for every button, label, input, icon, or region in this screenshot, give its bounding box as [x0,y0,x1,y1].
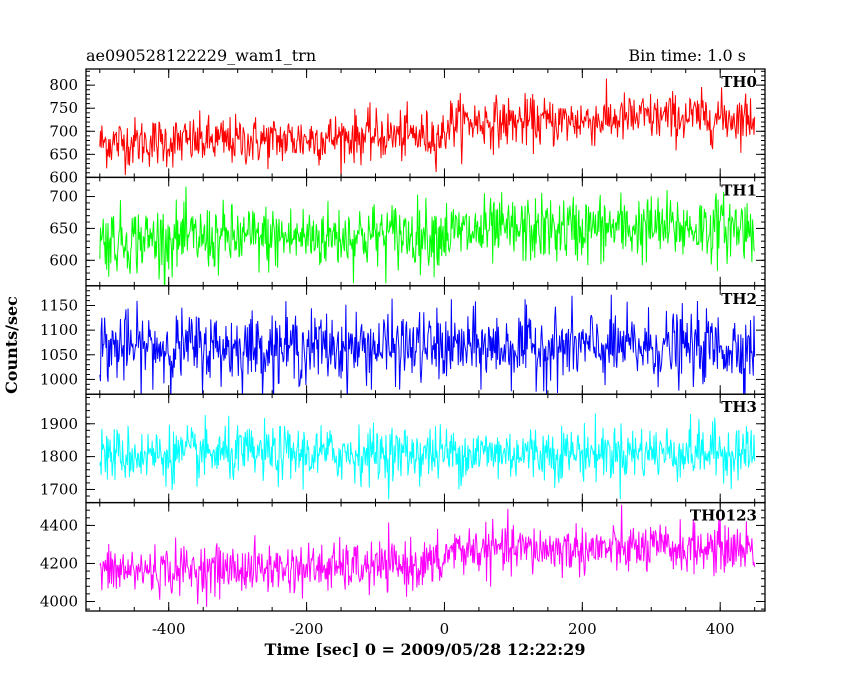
panel-th0123: 4000 4200 4400 TH0123 [40,501,766,612]
panel-th1: 600 650 700 TH1 [49,176,766,287]
panel-th3: 1700 1800 1900 TH3 [40,393,766,504]
bin-time-label: Bin time: 1.0 s [628,46,746,65]
y-tick-label: 600 [49,168,78,186]
panel-label-th1: TH1 [721,181,757,199]
panel-label-th0: TH0 [721,73,757,91]
y-tick-label: 800 [49,76,78,94]
y-tick-label: 1800 [40,448,78,466]
x-tick-label: 400 [706,620,735,638]
y-tick-label: 1050 [40,346,78,364]
series-line-th0123 [99,504,756,607]
panel-th0: 600 650 700 750 800 TH0 [49,68,766,186]
y-tick-label: 4200 [40,554,78,572]
y-tick-label: 700 [49,122,78,140]
y-tick-label: 650 [49,219,78,237]
x-tick-label: 200 [568,620,597,638]
y-tick-label: 650 [49,145,78,163]
y-tick-label: 4400 [40,516,78,534]
y-tick-label: 750 [49,99,78,117]
series-line-th2 [99,294,756,395]
y-tick-label: 1150 [40,297,78,315]
chart-title: ae090528122229_wam1_trn [86,46,316,65]
x-tick-label: 0 [440,620,450,638]
x-tick-label: -400 [152,620,186,638]
panel-label-th3: TH3 [721,398,757,416]
x-axis-label: Time [sec] 0 = 2009/05/28 12:22:29 [265,640,586,659]
series-line-th3 [99,413,756,500]
y-tick-label: 1700 [40,480,78,498]
y-tick-label: 700 [49,188,78,206]
panel-label-th0123: TH0123 [690,507,757,525]
panel-frame [85,501,766,612]
y-tick-label: 1900 [40,415,78,433]
series-line-th1 [99,186,756,286]
y-tick-label: 1000 [40,370,78,388]
y-tick-label: 1100 [40,321,78,339]
panel-label-th2: TH2 [721,290,757,308]
series-line-th0 [99,78,756,178]
y-axis-label: Counts/sec [2,296,21,394]
panel-frame [85,68,766,179]
y-tick-label: 600 [49,251,78,269]
panel-group: 600 650 700 750 800 TH0 600 650 700 TH1 1000 1050 11… [40,68,766,638]
x-tick-label: -200 [290,620,324,638]
y-tick-label: 4000 [40,592,78,610]
